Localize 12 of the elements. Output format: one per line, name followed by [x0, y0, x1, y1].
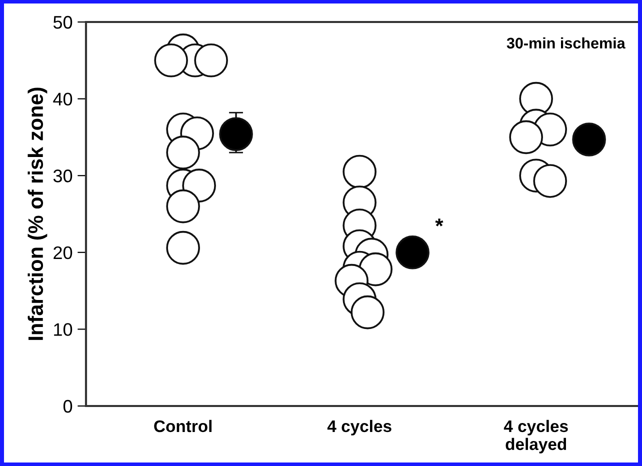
y-tick-label: 50: [53, 16, 72, 29]
annotation: *: [435, 218, 444, 226]
x-tick-label: 4 cycles: [327, 420, 392, 436]
x-tick-label: 4 cycles delayed: [504, 420, 568, 454]
x-tick-label: Control: [154, 420, 212, 432]
y-tick-label: 0: [63, 400, 72, 413]
y-tick-label: 20: [54, 246, 72, 260]
y-tick-label: 30: [53, 170, 72, 182]
y-tick-label: 10: [54, 323, 72, 336]
y-tick-label: 40: [53, 92, 72, 106]
annotation: 30-min ischemia: [506, 37, 626, 49]
y-axis-title: Infarction (% of risk zone): [28, 88, 48, 340]
